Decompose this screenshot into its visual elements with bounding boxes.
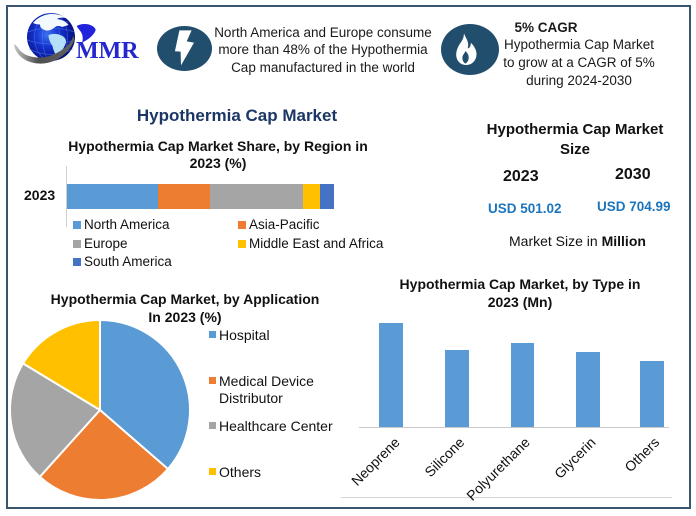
svg-text:MMR: MMR	[76, 38, 139, 64]
